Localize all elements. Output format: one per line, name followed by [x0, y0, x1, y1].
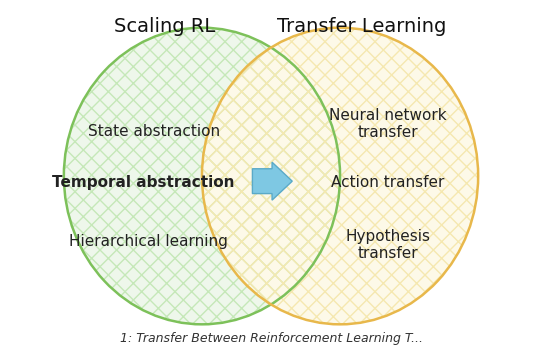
Text: Transfer Learning: Transfer Learning — [276, 17, 446, 36]
Text: Action transfer: Action transfer — [331, 175, 444, 190]
Text: Temporal abstraction: Temporal abstraction — [52, 175, 235, 190]
FancyArrow shape — [253, 162, 292, 200]
Text: Neural network
transfer: Neural network transfer — [329, 108, 447, 140]
Text: Scaling RL: Scaling RL — [114, 17, 215, 36]
Text: Hierarchical learning: Hierarchical learning — [69, 234, 228, 249]
Text: 1: Transfer Between Reinforcement Learning T...: 1: Transfer Between Reinforcement Learni… — [119, 332, 423, 345]
Text: Hypothesis
transfer: Hypothesis transfer — [345, 229, 430, 261]
Ellipse shape — [64, 28, 340, 324]
Text: State abstraction: State abstraction — [88, 124, 220, 139]
Ellipse shape — [202, 28, 478, 324]
